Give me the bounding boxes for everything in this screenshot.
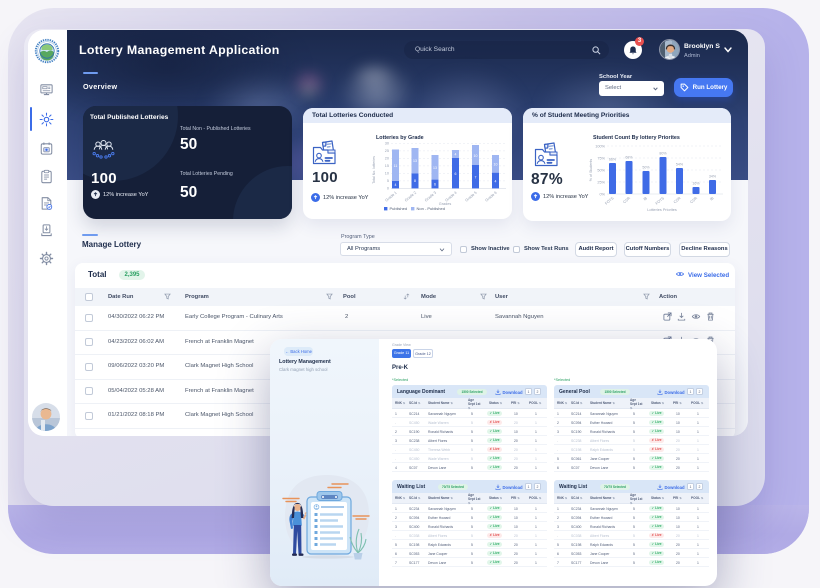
svg-text:4: 4 [395,183,397,187]
svg-text:Grade 5: Grade 5 [465,191,478,203]
svg-text:16%: 16% [692,182,700,186]
svg-text:54%: 54% [676,163,684,167]
svg-text:6: 6 [455,172,457,176]
svg-text:10: 10 [474,154,478,158]
svg-text:IB: IB [709,196,715,202]
svg-text:Grade 2: Grade 2 [404,191,417,203]
svg-text:11: 11 [394,164,398,168]
svg-text:15: 15 [385,164,389,168]
svg-text:13: 13 [413,159,417,163]
svg-text:4: 4 [455,153,457,157]
svg-text:10: 10 [494,163,498,167]
svg-text:25: 25 [385,149,389,153]
svg-text:Published: Published [390,206,408,211]
svg-text:50%: 50% [642,166,650,170]
svg-text:5: 5 [387,179,389,183]
svg-text:Lotteries by Grade: Lotteries by Grade [376,135,424,141]
svg-text:50%: 50% [597,168,605,172]
svg-text:Grade 1: Grade 1 [385,191,398,203]
svg-text:IB: IB [643,196,649,202]
svg-text:8: 8 [414,179,416,183]
svg-text:100%: 100% [595,144,605,148]
svg-text:10: 10 [385,172,389,176]
svg-text:0%: 0% [600,192,606,196]
svg-text:30: 30 [385,142,389,146]
svg-text:Grades: Grades [439,202,452,206]
svg-text:Total No. lotteries: Total No. lotteries [372,156,376,184]
svg-text:6: 6 [434,183,436,187]
svg-text:68%: 68% [625,156,633,160]
svg-text:75%: 75% [597,156,605,160]
svg-text:13: 13 [433,166,437,170]
svg-text:CSR: CSR [622,196,631,204]
svg-text:Student Count By lottery Prior: Student Count By lottery Priorites [593,135,680,141]
svg-text:Grade 6: Grade 6 [485,191,498,203]
svg-text:7: 7 [475,176,477,180]
svg-text:4: 4 [495,180,497,184]
svg-text:25%: 25% [597,180,605,184]
svg-text:% of Students: % of Students [589,159,593,182]
svg-text:66%: 66% [609,158,617,162]
svg-text:Grade 3: Grade 3 [424,191,437,203]
svg-text:CSR: CSR [673,196,682,204]
svg-text:Non - Published: Non - Published [417,206,445,211]
svg-text:Lotteries Priorites: Lotteries Priorites [647,208,677,212]
svg-text:FOTS: FOTS [655,196,666,206]
svg-text:34%: 34% [709,175,717,179]
svg-text:CSR: CSR [689,196,698,204]
svg-text:20: 20 [385,157,389,161]
svg-text:80%: 80% [659,152,667,156]
svg-text:FOTS: FOTS [604,196,615,206]
svg-text:0: 0 [387,187,389,191]
svg-text:Grade 4: Grade 4 [445,191,458,203]
